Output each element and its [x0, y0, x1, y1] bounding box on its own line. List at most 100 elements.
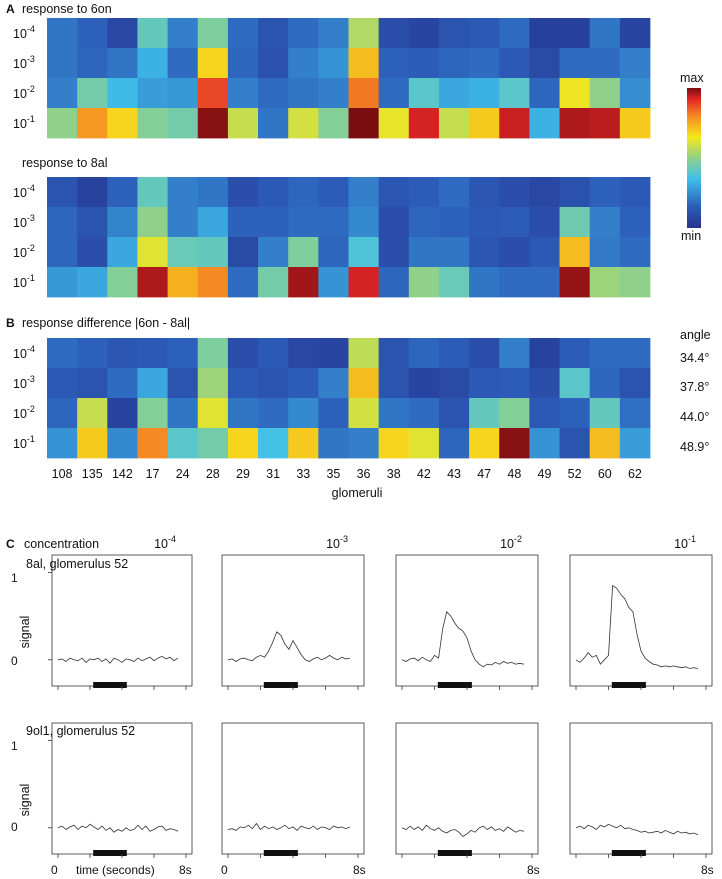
heatmap-cell [77, 398, 108, 429]
heatmap-cell [408, 338, 440, 369]
heatmap-cell [438, 18, 470, 49]
heatmap-cell [529, 108, 560, 139]
heatmap-cell [288, 267, 319, 298]
glomerulus-tick-label: 24 [176, 467, 190, 481]
heatmap-cell [77, 177, 108, 208]
heatmap-cell [408, 237, 440, 268]
trace-frame [51, 722, 193, 855]
glomerulus-tick-label: 43 [447, 467, 461, 481]
heatmap-cell [107, 338, 138, 369]
heatmap-cell [137, 237, 168, 268]
heatmap-cell [469, 48, 500, 79]
heatmap-cell [348, 428, 380, 459]
heatmap-cell [258, 237, 289, 268]
heatmap-cell [378, 237, 410, 268]
heatmap-cell [619, 338, 651, 369]
heatmap-cell [408, 398, 440, 429]
heatmap-cell [469, 237, 500, 268]
trace-frame [569, 722, 713, 855]
heatmap-cell [619, 18, 651, 49]
heatmap-cell [258, 177, 289, 208]
heatmap-cell [288, 398, 319, 429]
heatmap-cell [499, 78, 530, 109]
heatmap-cell [378, 267, 410, 298]
heatmap-cell [47, 18, 78, 49]
heatmap-cell [469, 368, 500, 399]
heatmap-cell [378, 338, 410, 369]
stimulus-bar [611, 682, 646, 688]
heatmap-cell [227, 237, 259, 268]
heatmap-cell [589, 18, 621, 49]
heatmap-cell [107, 267, 138, 298]
heatmap-cell [619, 207, 651, 238]
time-axis-end-4: 8s [701, 863, 714, 877]
heatmap-cell [77, 48, 108, 79]
glomeruli-axis-label: glomeruli [332, 486, 383, 500]
heatmap-cell [258, 18, 289, 49]
heatmap-cell [469, 207, 500, 238]
heatmap-cell [529, 78, 560, 109]
heatmap-cell [107, 398, 138, 429]
heatmap-cell [258, 108, 289, 139]
heatmap-cell [197, 177, 229, 208]
heatmap-cell [258, 338, 289, 369]
ytick-1-row1: 1 [11, 571, 18, 585]
heatmap-cell [589, 267, 621, 298]
heatmap-cell [197, 398, 229, 429]
heatmap-cell [227, 398, 259, 429]
heatmap-cell [288, 237, 319, 268]
heatmap-cell [348, 368, 380, 399]
heatmap-cell [438, 338, 470, 369]
heatmap-cell [469, 78, 500, 109]
heatmap-cell [77, 368, 108, 399]
heatmap-cell [469, 338, 500, 369]
signal-trace [401, 610, 524, 668]
traces-8al [48, 554, 713, 690]
heatmap-cell [499, 177, 530, 208]
heatmap-cell [348, 18, 380, 49]
row-label: 10-4 [13, 183, 35, 200]
angle-row-3: 44.0° [680, 410, 709, 424]
heatmap-cell [499, 108, 530, 139]
heatmap-cell [107, 368, 138, 399]
signal-trace [57, 655, 179, 664]
heatmap-cell [438, 398, 470, 429]
heatmap-cell [348, 267, 380, 298]
heatmap-cell [378, 207, 410, 238]
heatmap-cell [408, 207, 440, 238]
heatmap-cell [529, 48, 560, 79]
heatmap-cell [288, 177, 319, 208]
heatmap-cell [559, 48, 591, 79]
heatmap-cell [559, 18, 591, 49]
heatmap-cell [619, 78, 651, 109]
heatmap-cell [589, 207, 621, 238]
heatmap-cell [589, 78, 621, 109]
heatmap-cell [438, 267, 470, 298]
heatmap-cell [499, 267, 530, 298]
heatmap-cell [438, 78, 470, 109]
glomerulus-tick-label: 29 [236, 467, 250, 481]
stimulus-bar [93, 682, 127, 688]
row-label: 10-1 [13, 114, 35, 131]
heatmap-cell [438, 428, 470, 459]
heatmap-cell [167, 18, 199, 49]
heatmap-cell [589, 108, 621, 139]
heatmap-cell [137, 48, 168, 79]
heatmap-cell [288, 207, 319, 238]
heatmap-cell [318, 398, 349, 429]
heatmap-cell [167, 428, 199, 459]
heatmap-cell [167, 48, 199, 79]
heatmap-cell [408, 78, 440, 109]
heatmap-cell [529, 368, 560, 399]
heatmap-cell [167, 267, 199, 298]
heatmap-cell [348, 398, 380, 429]
heatmap-cell [529, 207, 560, 238]
row-label: 10-3 [13, 54, 35, 71]
heatmap-cell [137, 108, 168, 139]
concentration-value: 10-1 [674, 534, 696, 551]
concentration-label: concentration [24, 537, 99, 551]
heatmap-cell [258, 398, 289, 429]
heatmap-cell [619, 368, 651, 399]
heatmap-cell [438, 177, 470, 208]
ytick-1-row2: 1 [11, 739, 18, 753]
